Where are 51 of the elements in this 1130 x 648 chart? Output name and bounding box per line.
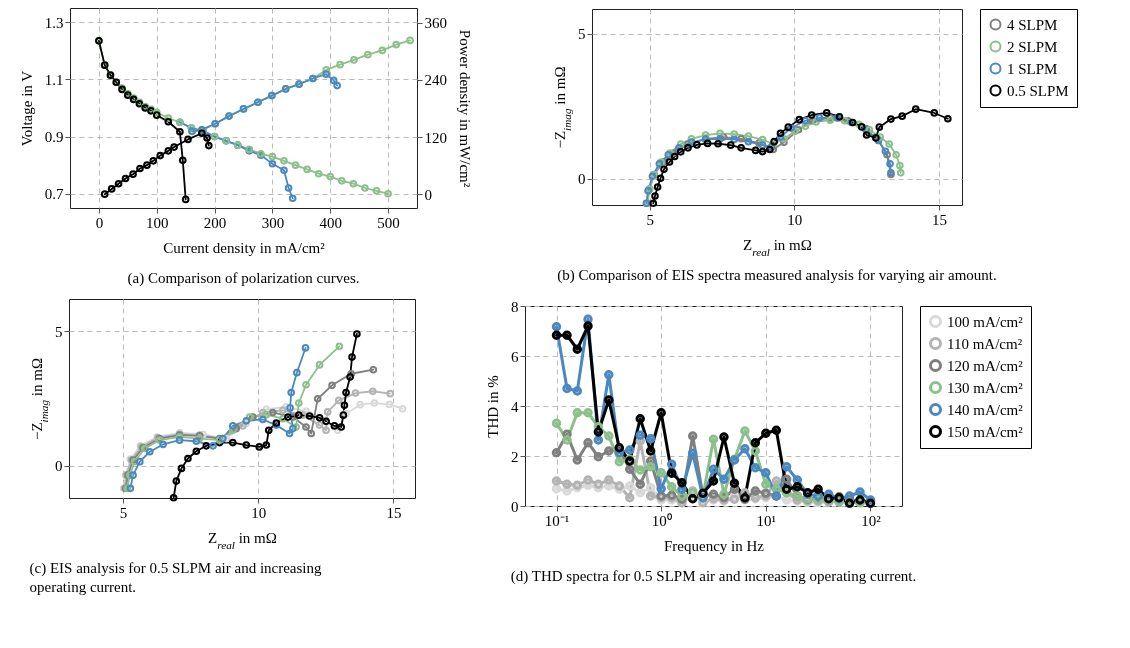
y-tick-label: 0.7	[44, 186, 64, 203]
legend-label: 120 mA/cm²	[947, 357, 1024, 374]
x-tick-label: 5	[119, 504, 128, 521]
y-tick-label: 2	[511, 448, 519, 465]
y-tick-label: 0.9	[44, 129, 64, 146]
legend-label: 2 SLPM	[1007, 38, 1058, 55]
text: (a) Comparison of polarization curves.	[127, 270, 360, 287]
y2-axis-title: Power density in mW/cm²	[457, 29, 473, 188]
x-tick-label: 15	[931, 211, 947, 228]
y-axis-title: THD in %	[485, 375, 501, 438]
y-tick-label: 1.1	[44, 71, 64, 88]
x-tick-label: 10	[251, 504, 267, 521]
legend-label: 100 mA/cm²	[947, 313, 1024, 330]
y-tick-label: 5	[55, 323, 63, 340]
x-tick-label: 300	[261, 214, 285, 231]
legend-label: 140 mA/cm²	[947, 401, 1024, 418]
y-tick-label: 6	[511, 348, 519, 365]
legend-label: 150 mA/cm²	[947, 423, 1024, 440]
x-tick-label: 10²	[861, 512, 882, 529]
y2-tick-label: 0	[424, 186, 432, 203]
x-tick-label: 10	[787, 211, 803, 228]
x-tick-label: 5	[646, 211, 655, 228]
legend-label: 0.5 SLPM	[1007, 82, 1069, 99]
y-axis-title: Voltage in V	[18, 70, 35, 147]
x-axis-title: Z$_{real}$ in mΩ	[743, 236, 812, 258]
x-axis-title: Current density in mA/cm²	[163, 239, 326, 256]
y-tick-label: 8	[511, 298, 519, 315]
y-tick-label: 4	[511, 398, 519, 415]
x-tick-label: 100	[146, 214, 169, 231]
y2-tick-label: 120	[424, 129, 447, 146]
x-tick-label: 10⁻¹	[544, 512, 570, 529]
legend-label: 130 mA/cm²	[947, 379, 1024, 396]
x-tick-label: 15	[386, 504, 402, 521]
x-tick-label: 0	[95, 214, 104, 231]
text: (c) EIS analysis for 0.5 SLPM air and increasing operating current.	[29, 560, 323, 595]
text: (d) THD spectra for 0.5 SLPM air and increasing operating current.	[510, 568, 917, 585]
x-tick-label: 500	[377, 214, 400, 231]
text: (b) Comparison of EIS spectra measured analysis for varying air amount.	[557, 267, 997, 284]
x-axis-title: Z$_{real}$ in mΩ	[208, 529, 277, 551]
x-tick-label: 10¹	[756, 512, 777, 529]
x-axis-title: Frequency in Hz	[664, 537, 765, 554]
x-tick-label: 10⁰	[651, 512, 672, 529]
legend-label: 110 mA/cm²	[947, 335, 1023, 352]
x-tick-label: 200	[203, 214, 227, 231]
x-tick-label: 400	[319, 214, 342, 231]
y-tick-label: 0	[55, 458, 63, 475]
y2-tick-label: 240	[424, 72, 447, 89]
legend-label: 4 SLPM	[1007, 16, 1058, 33]
y-tick-label: 1.3	[44, 14, 64, 31]
legend-label: 1 SLPM	[1007, 60, 1058, 77]
y2-tick-label: 360	[424, 15, 447, 32]
